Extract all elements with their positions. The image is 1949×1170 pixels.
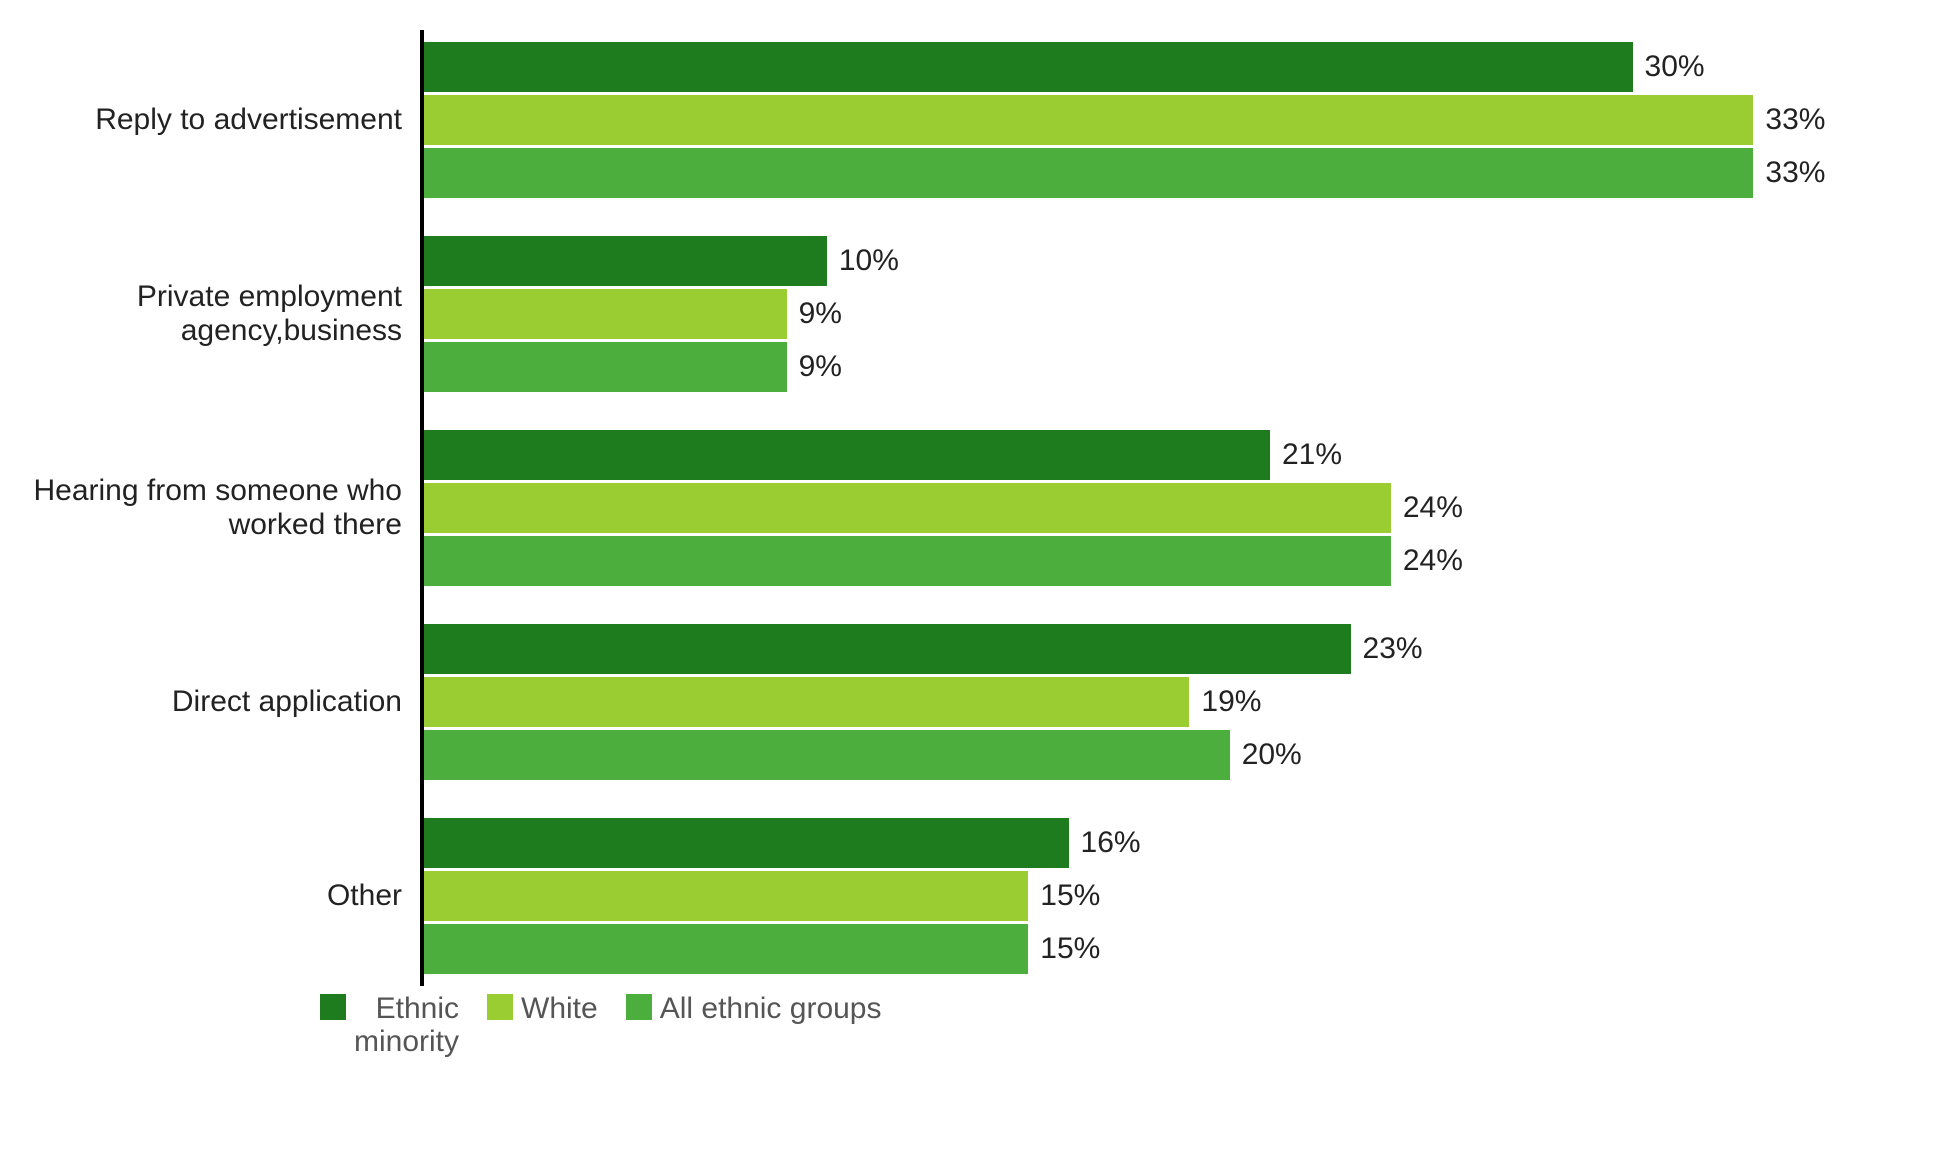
legend-swatch: [320, 994, 346, 1020]
bar-value-label: 19%: [1201, 685, 1261, 719]
bar: [424, 148, 1753, 198]
bar-value-label: 24%: [1403, 491, 1463, 525]
bar-group: 30% 33% 33%: [424, 42, 1869, 198]
bar-row: 19%: [424, 677, 1869, 727]
y-axis-labels: Reply to advertisement Private employment…: [30, 30, 420, 986]
category-label: Hearing from someone who worked there: [30, 430, 402, 586]
bar-value-label: 33%: [1765, 103, 1825, 137]
bar-value-label: 24%: [1403, 544, 1463, 578]
legend: Ethnicminority White All ethnic groups: [320, 992, 1869, 1058]
category-label: Other: [30, 818, 402, 974]
bar-group: 23% 19% 20%: [424, 624, 1869, 780]
bar-row: 9%: [424, 342, 1869, 392]
legend-swatch: [487, 994, 513, 1020]
bar-row: 33%: [424, 95, 1869, 145]
bar-row: 16%: [424, 818, 1869, 868]
legend-item: White: [487, 992, 598, 1025]
bar-row: 20%: [424, 730, 1869, 780]
bar-value-label: 23%: [1363, 632, 1423, 666]
legend-label: White: [521, 992, 598, 1025]
bar: [424, 818, 1069, 868]
bar-row: 10%: [424, 236, 1869, 286]
category-label: Private employment agency,business: [30, 236, 402, 392]
bar-row: 21%: [424, 430, 1869, 480]
bar-value-label: 21%: [1282, 438, 1342, 472]
bar: [424, 871, 1028, 921]
bar: [424, 624, 1351, 674]
bar-value-label: 9%: [799, 297, 842, 331]
bar: [424, 677, 1189, 727]
bar-value-label: 20%: [1242, 738, 1302, 772]
bar: [424, 924, 1028, 974]
bar-row: 33%: [424, 148, 1869, 198]
bar: [424, 289, 787, 339]
bar: [424, 730, 1230, 780]
bar: [424, 536, 1391, 586]
bar-row: 30%: [424, 42, 1869, 92]
legend-item: Ethnicminority: [320, 992, 459, 1058]
bar-row: 15%: [424, 871, 1869, 921]
bar-value-label: 15%: [1040, 879, 1100, 913]
legend-label: Ethnicminority: [354, 992, 459, 1058]
bar-group: 21% 24% 24%: [424, 430, 1869, 586]
bar-row: 15%: [424, 924, 1869, 974]
bar-value-label: 15%: [1040, 932, 1100, 966]
bar-value-label: 16%: [1081, 826, 1141, 860]
bar-row: 9%: [424, 289, 1869, 339]
bar-value-label: 9%: [799, 350, 842, 384]
legend-label: All ethnic groups: [660, 992, 882, 1025]
bar: [424, 95, 1753, 145]
bars-column: 30% 33% 33% 10% 9% 9% 21% 24% 24% 23% 19% 20% 16% 15%…: [420, 30, 1869, 986]
legend-swatch: [626, 994, 652, 1020]
bar: [424, 430, 1270, 480]
bar: [424, 42, 1633, 92]
bar-group: 10% 9% 9%: [424, 236, 1869, 392]
bar: [424, 483, 1391, 533]
bar-row: 24%: [424, 536, 1869, 586]
category-label: Reply to advertisement: [30, 42, 402, 198]
category-label: Direct application: [30, 624, 402, 780]
plot-area: Reply to advertisement Private employment…: [30, 30, 1869, 986]
bar-value-label: 33%: [1765, 156, 1825, 190]
bar-value-label: 30%: [1645, 50, 1705, 84]
bar-row: 24%: [424, 483, 1869, 533]
bar: [424, 236, 827, 286]
bar-value-label: 10%: [839, 244, 899, 278]
grouped-horizontal-bar-chart: Reply to advertisement Private employment…: [30, 30, 1869, 1058]
bar-row: 23%: [424, 624, 1869, 674]
bar-group: 16% 15% 15%: [424, 818, 1869, 974]
legend-item: All ethnic groups: [626, 992, 882, 1025]
bar: [424, 342, 787, 392]
